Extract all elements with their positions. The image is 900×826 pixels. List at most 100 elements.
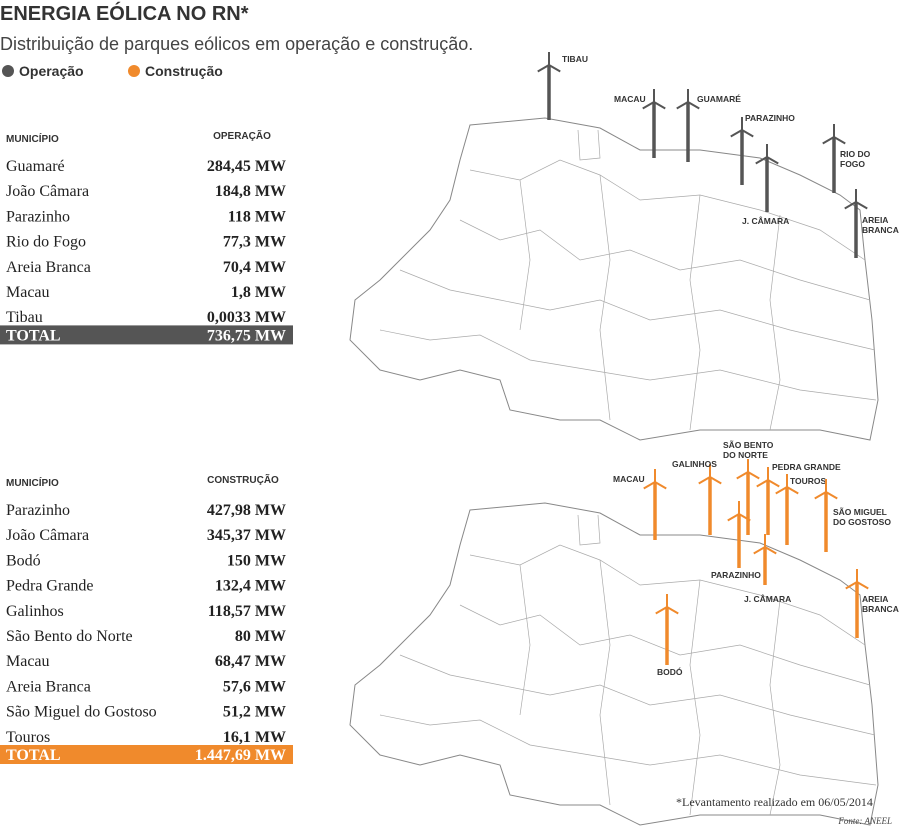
- turbine-blade: [747, 471, 760, 480]
- legend-dot: [128, 65, 140, 77]
- row-value: 80 MW: [235, 628, 286, 645]
- legend-dot: [2, 65, 14, 77]
- row-name: Tibau: [6, 309, 43, 326]
- row-value: 132,4 MW: [215, 578, 286, 595]
- turbine-blade: [856, 581, 869, 590]
- row-value: 118,57 MW: [208, 603, 286, 620]
- turbine-blade: [756, 479, 769, 488]
- turbine-blade: [825, 491, 838, 500]
- row-value: 57,6 MW: [223, 678, 286, 695]
- row-name: São Bento do Norte: [6, 628, 133, 645]
- row-name: Parazinho: [6, 208, 70, 225]
- map-label: AREIA: [862, 215, 888, 225]
- row-name: São Miguel do Gostoso: [6, 704, 157, 721]
- row-name: João Câmara: [6, 527, 89, 544]
- map-label: GUAMARÉ: [697, 94, 741, 104]
- turbine-blade: [855, 201, 868, 210]
- turbine-blade: [736, 471, 749, 480]
- map-label: BRANCA: [862, 604, 899, 614]
- table-header: MUNICÍPIO: [6, 132, 59, 145]
- turbine-blade: [766, 156, 779, 165]
- turbine-blade: [786, 486, 799, 495]
- total-bar: [0, 325, 293, 345]
- map-label: PEDRA GRANDE: [772, 462, 841, 472]
- turbine-blade: [676, 101, 689, 110]
- legend-label: Construção: [145, 63, 223, 79]
- source: Fonte: ANEEL: [837, 816, 892, 826]
- map-label: PARAZINHO: [711, 570, 761, 580]
- turbine-blade: [730, 129, 743, 138]
- map-label: SÃO BENTO: [723, 440, 774, 450]
- row-value: 184,8 MW: [215, 183, 286, 200]
- row-name: Guamaré: [6, 158, 65, 175]
- row-value: 150 MW: [227, 552, 286, 569]
- map-label: SÃO MIGUEL: [833, 507, 887, 517]
- row-name: Rio do Fogo: [6, 234, 86, 251]
- map-construction: [349, 502, 879, 826]
- row-value: 68,47 MW: [215, 653, 286, 670]
- title: ENERGIA EÓLICA NO RN*: [0, 1, 249, 25]
- map-label: GALINHOS: [672, 459, 717, 469]
- map-label: BODÓ: [657, 666, 683, 677]
- row-name: Areia Branca: [6, 678, 91, 695]
- table-header: OPERAÇÃO: [213, 129, 271, 142]
- turbine-blade: [687, 101, 700, 110]
- turbine-blade: [698, 476, 711, 485]
- turbine-blade: [548, 64, 561, 73]
- turbine-blade: [764, 546, 777, 555]
- map-label: J. CÂMARA: [744, 593, 791, 604]
- total-label: TOTAL: [6, 747, 61, 764]
- row-value: 0,0033 MW: [207, 309, 286, 326]
- map-label: RIO DO: [840, 149, 871, 159]
- turbine-blade: [655, 606, 668, 615]
- row-value: 16,1 MW: [223, 729, 286, 746]
- turbine-blade: [844, 201, 857, 210]
- turbine-blade: [727, 513, 740, 522]
- row-value: 284,45 MW: [207, 158, 286, 175]
- turbine-blade: [822, 136, 835, 145]
- turbine-blade: [775, 486, 788, 495]
- row-value: 1,8 MW: [231, 284, 286, 301]
- row-name: Areia Branca: [6, 259, 91, 276]
- map-operation: [349, 117, 879, 441]
- total-value: 1.447,69 MW: [195, 747, 286, 764]
- turbine-blade: [653, 101, 666, 110]
- row-name: João Câmara: [6, 183, 89, 200]
- row-value: 427,98 MW: [207, 502, 286, 519]
- turbine-blade: [845, 581, 858, 590]
- row-name: Macau: [6, 284, 50, 301]
- map-label: BRANCA: [862, 225, 899, 235]
- map-label: MACAU: [613, 474, 645, 484]
- turbine-blade: [741, 129, 754, 138]
- row-name: Bodó: [6, 552, 41, 569]
- map-label: TOUROS: [790, 476, 827, 486]
- row-name: Parazinho: [6, 502, 70, 519]
- turbine-blade: [709, 476, 722, 485]
- table-header: CONSTRUÇÃO: [207, 473, 279, 486]
- map-label: DO NORTE: [723, 450, 768, 460]
- turbine-blade: [537, 64, 550, 73]
- turbine-blade: [738, 513, 751, 522]
- map-label: TIBAU: [562, 54, 588, 64]
- turbine-blade: [642, 101, 655, 110]
- map-label: FOGO: [840, 159, 865, 169]
- turbine-blade: [666, 606, 679, 615]
- turbine-blade: [753, 546, 766, 555]
- footnote: *Levantamento realizado em 06/05/2014: [676, 795, 873, 809]
- row-name: Pedra Grande: [6, 578, 94, 595]
- row-value: 70,4 MW: [223, 259, 286, 276]
- row-name: Macau: [6, 653, 50, 670]
- row-value: 345,37 MW: [207, 527, 286, 544]
- row-name: Galinhos: [6, 603, 64, 620]
- table-header: MUNICÍPIO: [6, 476, 59, 489]
- turbine-blade: [833, 136, 846, 145]
- map-label: PARAZINHO: [745, 113, 795, 123]
- map-label: AREIA: [862, 594, 888, 604]
- total-label: TOTAL: [6, 327, 61, 344]
- legend-label: Operação: [19, 63, 84, 79]
- map-label: J. CÂMARA: [742, 215, 789, 226]
- row-name: Touros: [6, 729, 50, 746]
- total-bar: [0, 745, 293, 764]
- turbine-blade: [643, 481, 656, 490]
